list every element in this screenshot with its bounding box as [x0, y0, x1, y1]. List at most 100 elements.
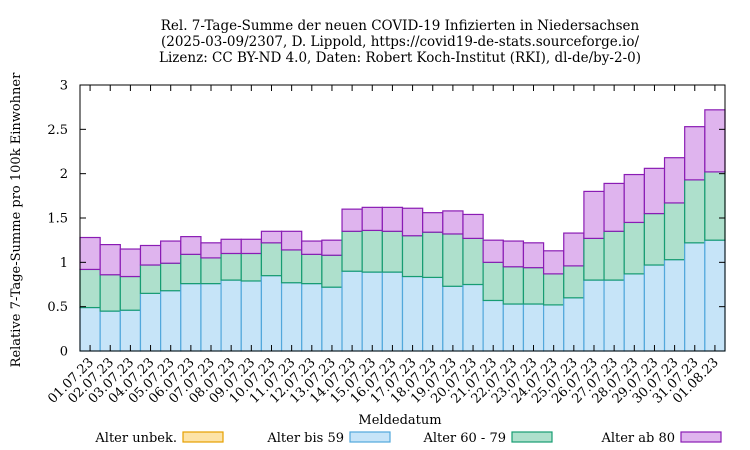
bar-segment-3-26 [603, 182, 625, 232]
bar-segment-3-24 [563, 232, 585, 267]
bar-segment-2-23 [542, 273, 565, 306]
legend-label: Alter ab 80 [600, 431, 675, 446]
legend: Alter unbek. Alter bis 59 Alter 60 - 79 Alt… [94, 431, 722, 446]
y-tick-label: 0.5 [47, 300, 68, 315]
bar-segment-3-22 [522, 242, 545, 269]
y-axis-label: Relative 7-Tage-Summe pro 100k Einwohner [9, 72, 24, 367]
bar-segment-1-6 [200, 283, 222, 352]
bar-segment-1-28 [643, 264, 666, 352]
bar-segment-1-24 [563, 297, 585, 352]
bar-segment-3-27 [623, 173, 645, 224]
bar-segment-2-4 [160, 262, 182, 292]
bar-segment-2-6 [200, 257, 222, 285]
bar-segment-1-8 [240, 280, 263, 352]
bar-segment-3-10 [280, 230, 303, 251]
bar-segment-2-8 [240, 252, 263, 282]
bar-segment-1-3 [139, 292, 162, 352]
bar-segment-1-26 [603, 279, 625, 352]
bar-segment-1-21 [502, 303, 525, 352]
bar-segment-3-5 [180, 236, 202, 255]
bar-segment-1-23 [542, 304, 565, 352]
bar-segment-2-9 [260, 242, 283, 277]
bar-segment-3-8 [240, 238, 263, 255]
legend-swatch [349, 431, 391, 443]
bar-segment-2-30 [684, 179, 706, 244]
bar-segment-1-27 [623, 273, 645, 352]
bar-segment-1-29 [663, 259, 686, 352]
bar-segment-2-28 [643, 212, 666, 266]
y-tick-label: 3 [60, 79, 68, 94]
bar-segment-3-11 [301, 240, 323, 255]
bar-segment-2-29 [663, 202, 686, 261]
bar-segment-1-5 [180, 283, 202, 352]
bar-segment-2-15 [381, 230, 404, 273]
bar-segment-3-18 [442, 210, 464, 235]
chart-title-line-3: Lizenz: CC BY-ND 4.0, Daten: Robert Koch… [159, 50, 641, 66]
y-tick-label: 1.5 [47, 212, 68, 227]
bar-segment-1-16 [401, 275, 424, 352]
bar-segment-2-26 [603, 230, 625, 281]
bar-segment-3-12 [321, 239, 343, 256]
bar-segment-2-3 [139, 264, 162, 294]
bar-segment-3-30 [684, 126, 706, 181]
bar-segment-2-13 [341, 230, 363, 272]
bar-segment-3-4 [160, 240, 182, 264]
legend-swatch [511, 431, 553, 443]
bar-segment-3-19 [462, 213, 484, 239]
bar-segment-2-14 [361, 229, 383, 273]
bar-segment-3-7 [220, 238, 242, 255]
legend-label: Alter 60 - 79 [422, 431, 506, 446]
y-tick-label: 1 [60, 256, 68, 271]
bar-segment-2-10 [280, 249, 303, 284]
bar-segment-2-0 [79, 268, 101, 309]
bar-segment-1-13 [341, 270, 363, 352]
bar-segment-2-11 [301, 253, 323, 285]
bar-segment-3-17 [422, 212, 444, 233]
bar-segment-3-1 [99, 244, 121, 276]
legend-swatch [680, 431, 722, 443]
bar-segment-2-31 [704, 171, 726, 241]
bar-segment-3-23 [542, 250, 565, 275]
bar-segment-1-2 [119, 309, 142, 352]
bar-segment-2-5 [180, 253, 202, 285]
bar-segment-3-28 [643, 167, 666, 215]
bar-segment-2-19 [462, 237, 484, 286]
legend-swatch [182, 431, 224, 443]
bar-segment-1-22 [522, 303, 545, 352]
chart-title: Rel. 7-Tage-Summe der neuen COVID-19 Inf… [159, 18, 641, 66]
bar-segment-3-14 [361, 206, 383, 232]
bar-segment-3-21 [502, 240, 525, 268]
bar-segment-1-31 [704, 239, 726, 352]
bar-segment-1-9 [260, 275, 283, 352]
chart-title-line-2: (2025-03-09/2307, D. Lippold, https://co… [161, 34, 639, 50]
bar-segment-2-12 [321, 254, 343, 288]
bar-segment-3-6 [200, 242, 222, 259]
legend-label: Alter bis 59 [266, 431, 344, 446]
bar-segment-1-18 [442, 285, 464, 352]
bar-segment-2-24 [563, 265, 585, 299]
bar-segment-2-22 [522, 267, 545, 305]
bar-segment-1-4 [160, 290, 182, 352]
bar-segment-2-20 [482, 261, 504, 302]
bar-segment-1-20 [482, 299, 504, 352]
bar-segment-3-16 [401, 207, 424, 237]
bar-segment-1-17 [422, 276, 444, 352]
y-tick-label: 2.5 [47, 123, 68, 138]
bar-segment-2-1 [99, 274, 121, 312]
x-axis: 01.07.2302.07.2303.07.2304.07.2305.07.23… [45, 85, 722, 407]
bar-segment-1-0 [79, 306, 101, 352]
bar-segment-1-19 [462, 283, 484, 352]
bar-segment-1-14 [361, 271, 383, 352]
bar-segment-2-16 [401, 235, 424, 278]
bar-segment-3-0 [79, 236, 101, 271]
bar-segment-3-3 [139, 244, 162, 266]
bar-segment-1-15 [381, 271, 404, 352]
bar-segment-1-7 [220, 279, 242, 352]
bar-segment-1-25 [583, 279, 605, 352]
bar-segment-2-18 [442, 233, 464, 287]
bar-segment-1-10 [280, 282, 303, 352]
bar-segment-1-11 [301, 283, 323, 352]
bar-segment-3-29 [663, 157, 686, 204]
x-axis-label: Meldedatum [358, 413, 441, 428]
